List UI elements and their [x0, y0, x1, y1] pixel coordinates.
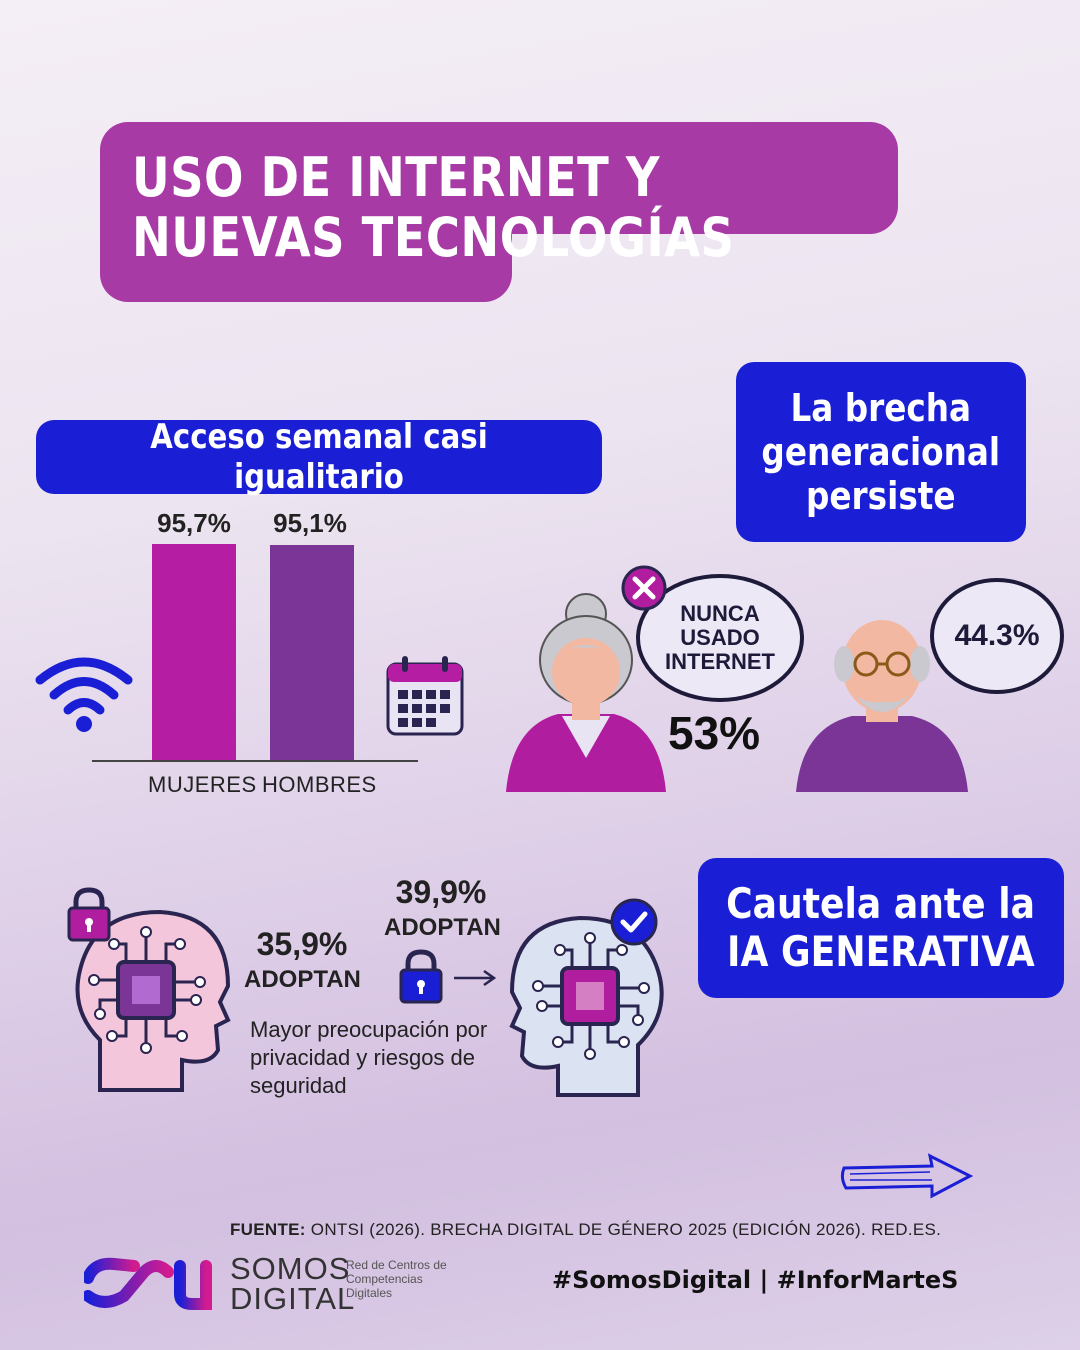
- access-heading: Acceso semanal casi igualitario: [36, 417, 602, 497]
- older-woman-illustration: [506, 593, 666, 792]
- hashtags: #SomosDigital | #InforMarteS: [552, 1266, 959, 1294]
- brand-tagline: Red de Centros de Competencias Digitales: [346, 1258, 447, 1300]
- men-ai-label: ADOPTAN: [384, 914, 501, 941]
- bar-value-mujeres: 95,7%: [157, 508, 231, 538]
- source-label: FUENTE:: [230, 1220, 306, 1239]
- source-line: FUENTE: ONTSI (2026). BRECHA DIGITAL DE …: [230, 1220, 1030, 1240]
- woman-value: 53%: [668, 707, 761, 759]
- lock-icon: [399, 949, 443, 1004]
- bar-label-hombres: HOMBRES: [262, 772, 377, 797]
- ai-concern-note: Mayor preocupación por privacidad y ries…: [250, 1017, 488, 1098]
- next-arrow-icon: [840, 1153, 974, 1199]
- brand-line1: SOMOS: [230, 1251, 351, 1286]
- page-title: USO DE INTERNET Y NUEVAS TECNOLOGÍAS: [132, 146, 735, 269]
- generation-heading: La brecha generacional persiste: [736, 362, 1026, 542]
- older-man-illustration: [796, 620, 968, 792]
- bar-hombres: [270, 545, 354, 760]
- lock-icon-woman: [67, 887, 111, 942]
- wifi-icon: [35, 657, 133, 732]
- brand-line2: DIGITAL: [230, 1281, 356, 1316]
- women-ai-label: ADOPTAN: [244, 966, 361, 993]
- brand-name: SOMOS DIGITAL: [230, 1251, 356, 1316]
- somos-digital-logo-icon: [84, 1257, 212, 1310]
- women-ai-value: 35,9%: [256, 926, 348, 962]
- title-banner-tail: [100, 200, 512, 302]
- chart-baseline: [92, 760, 418, 762]
- bar-label-mujeres: MUJERES: [148, 772, 257, 797]
- arrow-right-icon: [454, 969, 497, 987]
- man-speech-bubble: 44.3%: [930, 578, 1064, 694]
- calendar-icon: [386, 656, 464, 736]
- man-ai-head-illustration: [509, 915, 664, 1097]
- woman-ai-head-illustration: [75, 909, 231, 1092]
- check-icon: [610, 898, 658, 946]
- bar-mujeres: [152, 544, 236, 760]
- source-text: ONTSI (2026). BRECHA DIGITAL DE GÉNERO 2…: [310, 1220, 942, 1239]
- ai-heading: Cautela ante la IA GENERATIVA: [698, 858, 1064, 998]
- bar-value-hombres: 95,1%: [273, 508, 347, 538]
- close-icon: [621, 565, 667, 611]
- men-ai-value: 39,9%: [395, 874, 487, 910]
